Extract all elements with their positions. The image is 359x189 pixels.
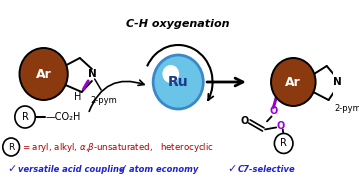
Text: R: R [280, 138, 287, 148]
Circle shape [19, 48, 68, 100]
Text: C7-selective: C7-selective [238, 164, 295, 174]
Circle shape [3, 138, 19, 156]
Circle shape [162, 65, 179, 83]
Circle shape [153, 55, 203, 109]
Circle shape [274, 133, 293, 153]
Text: N: N [88, 69, 97, 79]
Text: Ru: Ru [168, 75, 188, 89]
Text: O: O [277, 121, 285, 131]
Text: = aryl, alkyl, $\alpha$,$\beta$-unsaturated,   heterocyclic: = aryl, alkyl, $\alpha$,$\beta$-unsatura… [22, 140, 214, 153]
Text: N: N [332, 77, 341, 87]
Text: R: R [22, 112, 28, 122]
Circle shape [271, 58, 316, 106]
Circle shape [15, 106, 35, 128]
Text: O: O [241, 116, 249, 126]
Text: ✓: ✓ [119, 164, 128, 174]
Text: 2-pym: 2-pym [335, 104, 359, 113]
Text: Ar: Ar [285, 75, 301, 88]
Text: C-H oxygenation: C-H oxygenation [126, 19, 230, 29]
Text: R: R [8, 143, 14, 152]
Text: —CO₂H: —CO₂H [46, 112, 81, 122]
Text: H: H [74, 92, 81, 102]
Text: ✓: ✓ [227, 164, 237, 174]
Text: ✓: ✓ [8, 164, 17, 174]
Text: 2-pym: 2-pym [90, 96, 117, 105]
Text: O: O [269, 106, 278, 116]
Text: atom economy: atom economy [129, 164, 199, 174]
Text: versatile acid coupling: versatile acid coupling [18, 164, 125, 174]
FancyArrowPatch shape [89, 80, 144, 111]
Text: Ar: Ar [36, 67, 51, 81]
